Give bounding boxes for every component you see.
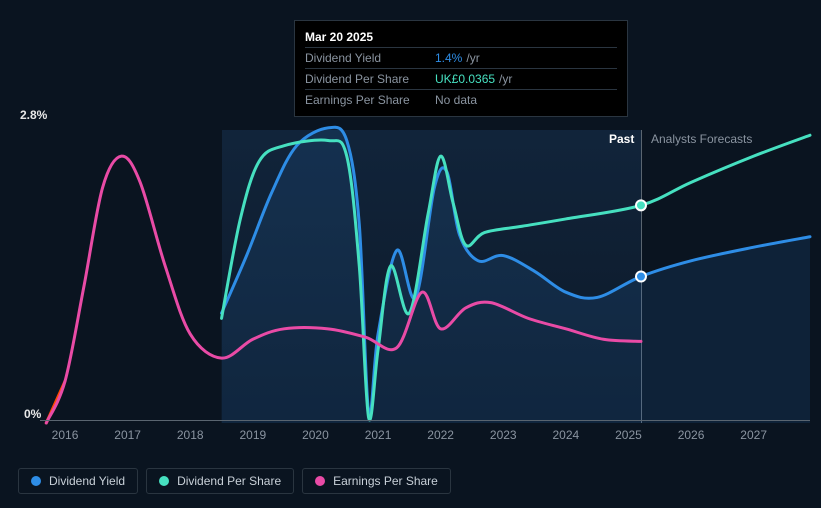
x-axis-tick: 2020 [302,428,329,442]
y-axis-max-label: 2.8% [20,108,47,122]
legend-dot-icon [315,476,325,486]
tooltip-key: Dividend Per Share [305,72,435,86]
x-axis-tick: 2024 [552,428,579,442]
legend-item[interactable]: Dividend Per Share [146,468,294,494]
x-axis-tick: 2016 [52,428,79,442]
legend-label: Dividend Per Share [177,474,281,488]
tooltip-value: UK£0.0365 [435,72,495,86]
series-marker [636,272,646,282]
tooltip-date: Mar 20 2025 [305,27,617,47]
tooltip-row: Dividend Yield1.4% /yr [305,47,617,68]
x-axis-tick: 2027 [740,428,767,442]
x-axis-tick: 2017 [114,428,141,442]
chart-legend: Dividend Yield Dividend Per Share Earnings… [18,468,451,494]
tooltip-key: Dividend Yield [305,51,435,65]
x-axis-baseline [40,420,810,421]
x-axis-tick: 2026 [678,428,705,442]
x-axis-tick: 2025 [615,428,642,442]
x-axis: 2016 2017 2018 2019 2020 2021 2022 2023 2024 2025… [40,428,810,448]
x-axis-tick: 2023 [490,428,517,442]
chart-tooltip: Mar 20 2025 Dividend Yield1.4%/yrDividen… [294,20,628,117]
legend-item[interactable]: Earnings Per Share [302,468,451,494]
tooltip-value: 1.4% [435,51,462,65]
legend-item[interactable]: Dividend Yield [18,468,138,494]
y-axis-min-label: 0% [24,407,41,421]
tooltip-unit: /yr [499,72,512,86]
series-marker [636,200,646,210]
chart-plot [40,130,810,423]
x-axis-tick: 2019 [239,428,266,442]
x-axis-tick: 2018 [177,428,204,442]
tooltip-unit: /yr [466,51,479,65]
tooltip-value: No data [435,93,477,107]
legend-dot-icon [31,476,41,486]
tooltip-row: Dividend Per ShareUK£0.0365/yr [305,68,617,89]
tooltip-key: Earnings Per Share [305,93,435,107]
x-axis-tick: 2021 [365,428,392,442]
legend-label: Earnings Per Share [333,474,438,488]
legend-label: Dividend Yield [49,474,125,488]
x-axis-tick: 2022 [427,428,454,442]
series-area [222,127,810,423]
legend-dot-icon [159,476,169,486]
tooltip-row: Earnings Per ShareNo data [305,89,617,110]
